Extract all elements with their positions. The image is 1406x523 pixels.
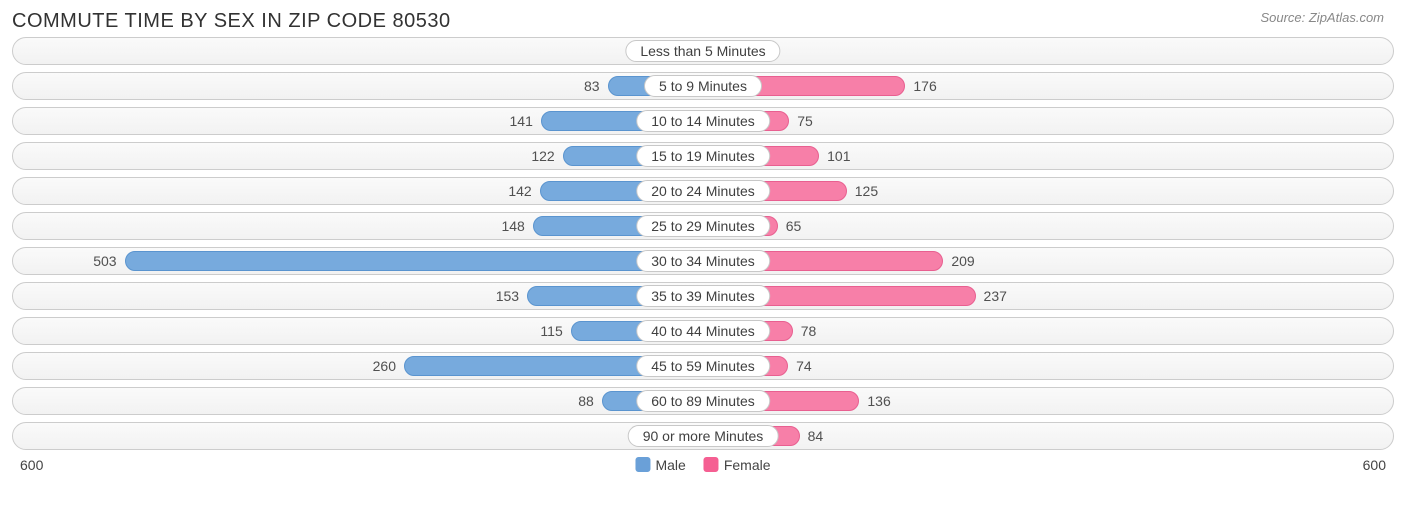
legend-item: Male (635, 457, 685, 473)
bar-row: 141 75 10 to 14 Minutes (12, 107, 1394, 135)
female-value: 74 (788, 353, 848, 379)
legend-item: Female (704, 457, 771, 473)
male-bar (125, 251, 703, 271)
bar-row: 503 209 30 to 34 Minutes (12, 247, 1394, 275)
bar-row: 83 176 5 to 9 Minutes (12, 72, 1394, 100)
legend-swatch (704, 457, 719, 472)
category-label: 35 to 39 Minutes (636, 285, 770, 307)
category-label: 5 to 9 Minutes (644, 75, 762, 97)
category-label: 20 to 24 Minutes (636, 180, 770, 202)
male-value: 148 (473, 213, 533, 239)
female-value: 237 (976, 283, 1036, 309)
bar-row: 153 237 35 to 39 Minutes (12, 282, 1394, 310)
female-value: 65 (778, 213, 838, 239)
category-label: 15 to 19 Minutes (636, 145, 770, 167)
legend: Male Female (635, 457, 770, 473)
axis-max-left: 600 (20, 457, 43, 473)
category-label: 10 to 14 Minutes (636, 110, 770, 132)
male-value: 122 (503, 143, 563, 169)
category-label: Less than 5 Minutes (625, 40, 780, 62)
female-value: 176 (905, 73, 965, 99)
male-value: 115 (511, 318, 571, 344)
male-value: 260 (344, 353, 404, 379)
chart-footer: 600 600 Male Female (0, 457, 1406, 479)
bar-row: 148 65 25 to 29 Minutes (12, 212, 1394, 240)
male-value: 141 (481, 108, 541, 134)
male-value: 83 (548, 73, 608, 99)
category-label: 90 or more Minutes (628, 425, 779, 447)
bar-row: 423Less than 5 Minutes (12, 37, 1394, 65)
female-value: 101 (819, 143, 879, 169)
legend-label: Female (724, 457, 771, 473)
category-label: 25 to 29 Minutes (636, 215, 770, 237)
bar-row: 115 78 40 to 44 Minutes (12, 317, 1394, 345)
chart-title: COMMUTE TIME BY SEX IN ZIP CODE 80530 (12, 10, 451, 33)
category-label: 60 to 89 Minutes (636, 390, 770, 412)
female-value: 84 (800, 423, 860, 449)
male-value: 153 (467, 283, 527, 309)
bar-row: 88 136 60 to 89 Minutes (12, 387, 1394, 415)
bar-row: 122 101 15 to 19 Minutes (12, 142, 1394, 170)
legend-swatch (635, 457, 650, 472)
male-value: 142 (480, 178, 540, 204)
male-value: 88 (542, 388, 602, 414)
legend-label: Male (655, 457, 685, 473)
female-value: 209 (943, 248, 1003, 274)
chart-source: Source: ZipAtlas.com (1260, 10, 1384, 25)
category-label: 45 to 59 Minutes (636, 355, 770, 377)
category-label: 40 to 44 Minutes (636, 320, 770, 342)
bar-row: 260 74 45 to 59 Minutes (12, 352, 1394, 380)
bar-row: 68490 or more Minutes (12, 422, 1394, 450)
female-value: 136 (859, 388, 919, 414)
female-value: 125 (847, 178, 907, 204)
female-value: 78 (793, 318, 853, 344)
chart-header: COMMUTE TIME BY SEX IN ZIP CODE 80530 So… (0, 0, 1406, 37)
axis-max-right: 600 (1363, 457, 1386, 473)
chart-body: 423Less than 5 Minutes 83 176 5 to 9 Minute… (0, 37, 1406, 450)
category-label: 30 to 34 Minutes (636, 250, 770, 272)
male-value: 503 (65, 248, 125, 274)
female-value: 75 (789, 108, 849, 134)
bar-row: 142 125 20 to 24 Minutes (12, 177, 1394, 205)
